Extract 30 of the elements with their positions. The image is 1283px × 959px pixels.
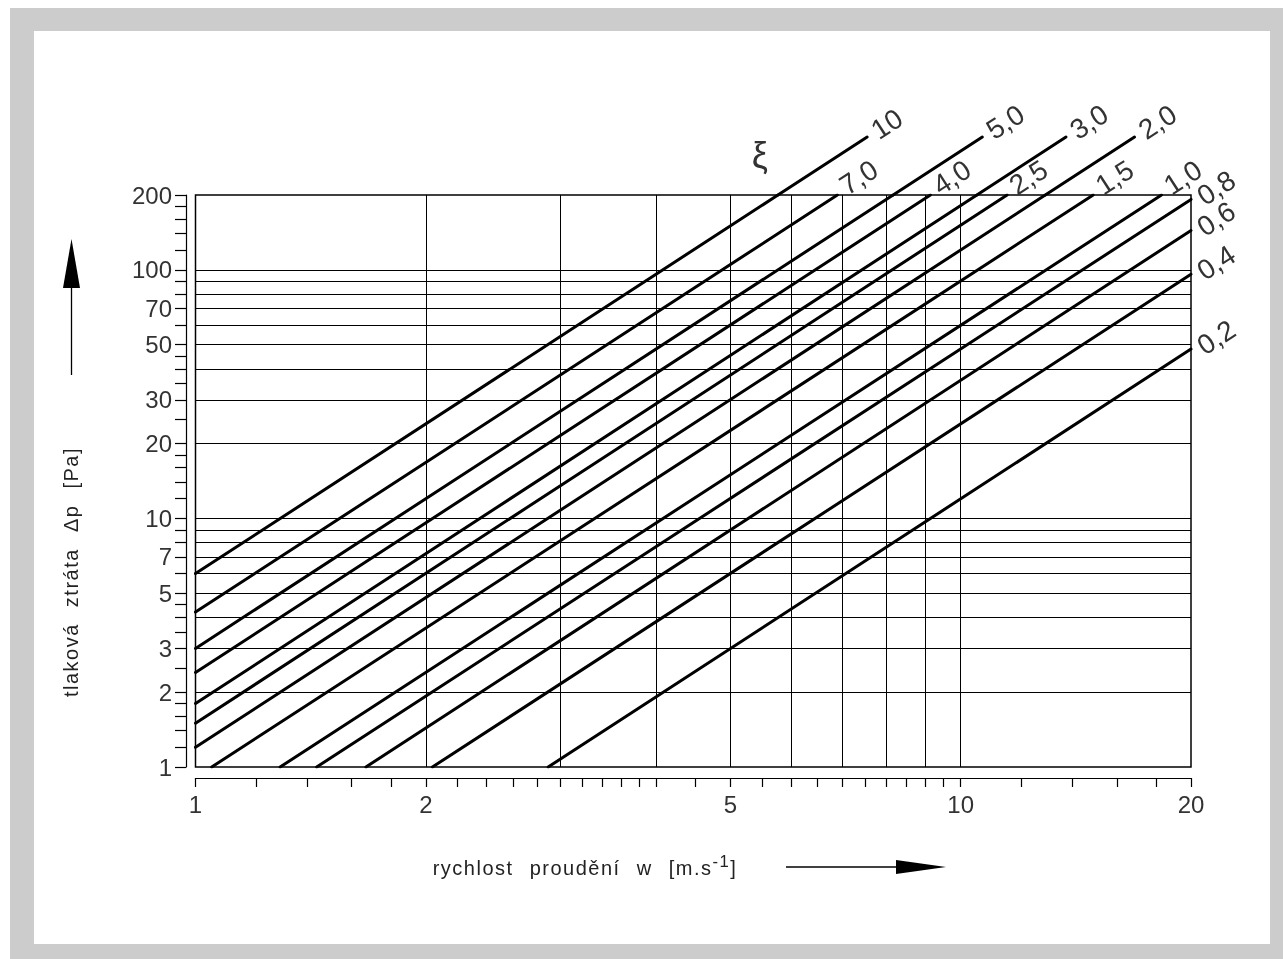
y-tick-label: 100 bbox=[131, 256, 172, 284]
text: 7,0 bbox=[833, 153, 884, 202]
y-tick-label: 50 bbox=[145, 331, 172, 359]
y-tick-label: 200 bbox=[131, 181, 172, 209]
text: 0,2 bbox=[1191, 313, 1241, 362]
x-axis-title: rychlost proudění w [m.s$^{-1}$] bbox=[432, 852, 738, 880]
text: 5,0 bbox=[980, 98, 1031, 146]
y-tick-label: 20 bbox=[145, 430, 172, 458]
text: 4,0 bbox=[927, 153, 977, 202]
x-tick-label: 2 bbox=[419, 790, 433, 818]
y-tick-label: 7 bbox=[158, 543, 172, 571]
x-tick-label: 20 bbox=[1177, 790, 1205, 818]
y-tick-label: 1 bbox=[158, 753, 172, 781]
text: 2,0 bbox=[1132, 98, 1183, 146]
y-tick-label: 30 bbox=[145, 386, 172, 414]
x-tick-label: 10 bbox=[947, 790, 975, 818]
y-tick-label: 5 bbox=[158, 579, 172, 607]
y-axis-title: tlaková ztráta Δp [Pa] bbox=[59, 446, 83, 698]
x-tick-label: 5 bbox=[723, 790, 738, 818]
text: 2,5 bbox=[1003, 153, 1054, 202]
text: 3,0 bbox=[1064, 98, 1114, 146]
y-tick-label: 2 bbox=[158, 678, 172, 706]
y-tick-label: 70 bbox=[145, 294, 172, 322]
legend-title: ξ bbox=[751, 134, 768, 176]
x-tick-label: 1 bbox=[188, 790, 203, 818]
y-tick-label: 10 bbox=[145, 504, 172, 532]
text: 0,4 bbox=[1191, 239, 1241, 287]
text: 10 bbox=[865, 102, 909, 146]
y-tick-label: 3 bbox=[158, 634, 172, 662]
text: 1,5 bbox=[1089, 153, 1140, 202]
